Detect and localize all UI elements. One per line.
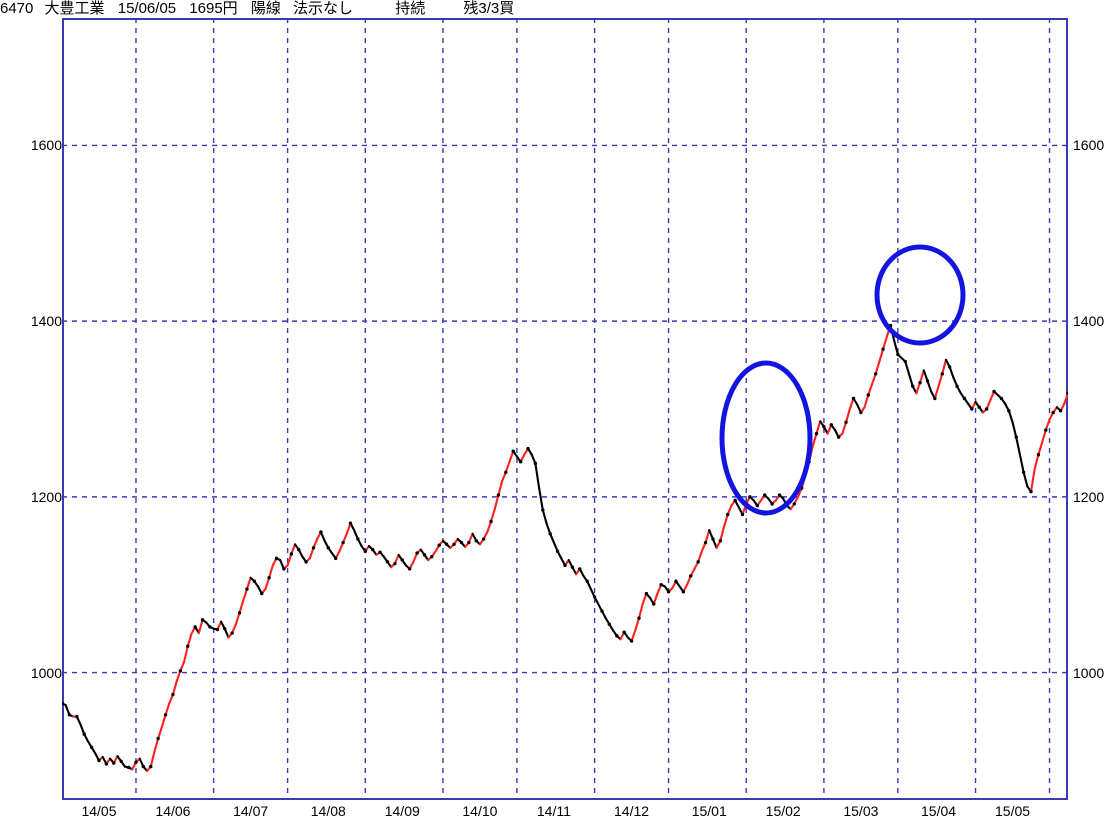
header-law-indicator: 法示なし: [293, 0, 354, 17]
annotation-ellipse-2: [874, 244, 966, 346]
y-axis-tick-left-1200: 1200: [30, 488, 62, 505]
annotation-ellipse-1: [719, 360, 813, 516]
header-position-badge: 残3/3買: [463, 0, 515, 17]
vertical-gridlines: [135, 18, 1051, 800]
header-stock-name: 大豊工業: [44, 0, 105, 17]
price-chart-svg[interactable]: [62, 18, 1068, 800]
plot-frame: [62, 18, 1068, 800]
x-axis-tick-15-04: 15/04: [921, 803, 957, 819]
x-axis-tick-14-11: 14/11: [536, 803, 571, 819]
header-status: 持続: [395, 0, 426, 17]
y-axis-tick-right-1600: 1600: [1073, 137, 1105, 154]
x-axis-tick-15-05: 15/05: [994, 803, 1031, 819]
y-axis-tick-left-1000: 1000: [30, 664, 62, 681]
horizontal-gridlines: [62, 144, 1068, 674]
annotation-layer: [719, 244, 966, 516]
x-axis-tick-15-02: 15/02: [765, 803, 801, 819]
x-axis-tick-14-12: 14/12: [614, 803, 650, 819]
y-axis-tick-left-1600: 1600: [30, 137, 62, 154]
x-axis-tick-14-05: 14/05: [81, 803, 117, 819]
y-axis-tick-right-1200: 1200: [1073, 488, 1105, 505]
price-markers: [62, 323, 1068, 770]
x-axis-tick-14-08: 14/08: [310, 803, 346, 819]
x-axis-tick-14-09: 14/09: [384, 803, 420, 819]
header-candle-type: 陽線: [250, 0, 281, 17]
y-axis-tick-left-1400: 1400: [30, 313, 62, 330]
y-axis-tick-right-1000: 1000: [1073, 664, 1105, 681]
x-axis-tick-15-01: 15/01: [691, 803, 727, 819]
header-price: 1695円: [189, 0, 238, 17]
header-date: 15/06/05: [117, 0, 177, 17]
chart-plot-area[interactable]: [62, 18, 1068, 800]
x-axis-tick-14-10: 14/10: [462, 803, 498, 819]
header-stock-code: 6470: [0, 0, 34, 17]
chart-header: 6470 大豊工業 15/06/05 1695円 陽線 法示なし 持続 残3/3…: [0, 0, 1111, 18]
x-axis-tick-15-03: 15/03: [843, 803, 879, 819]
y-axis-tick-right-1400: 1400: [1073, 313, 1105, 330]
price-line: [62, 324, 1068, 773]
x-axis-tick-14-06: 14/06: [155, 803, 191, 819]
x-axis-tick-14-07: 14/07: [233, 803, 269, 819]
